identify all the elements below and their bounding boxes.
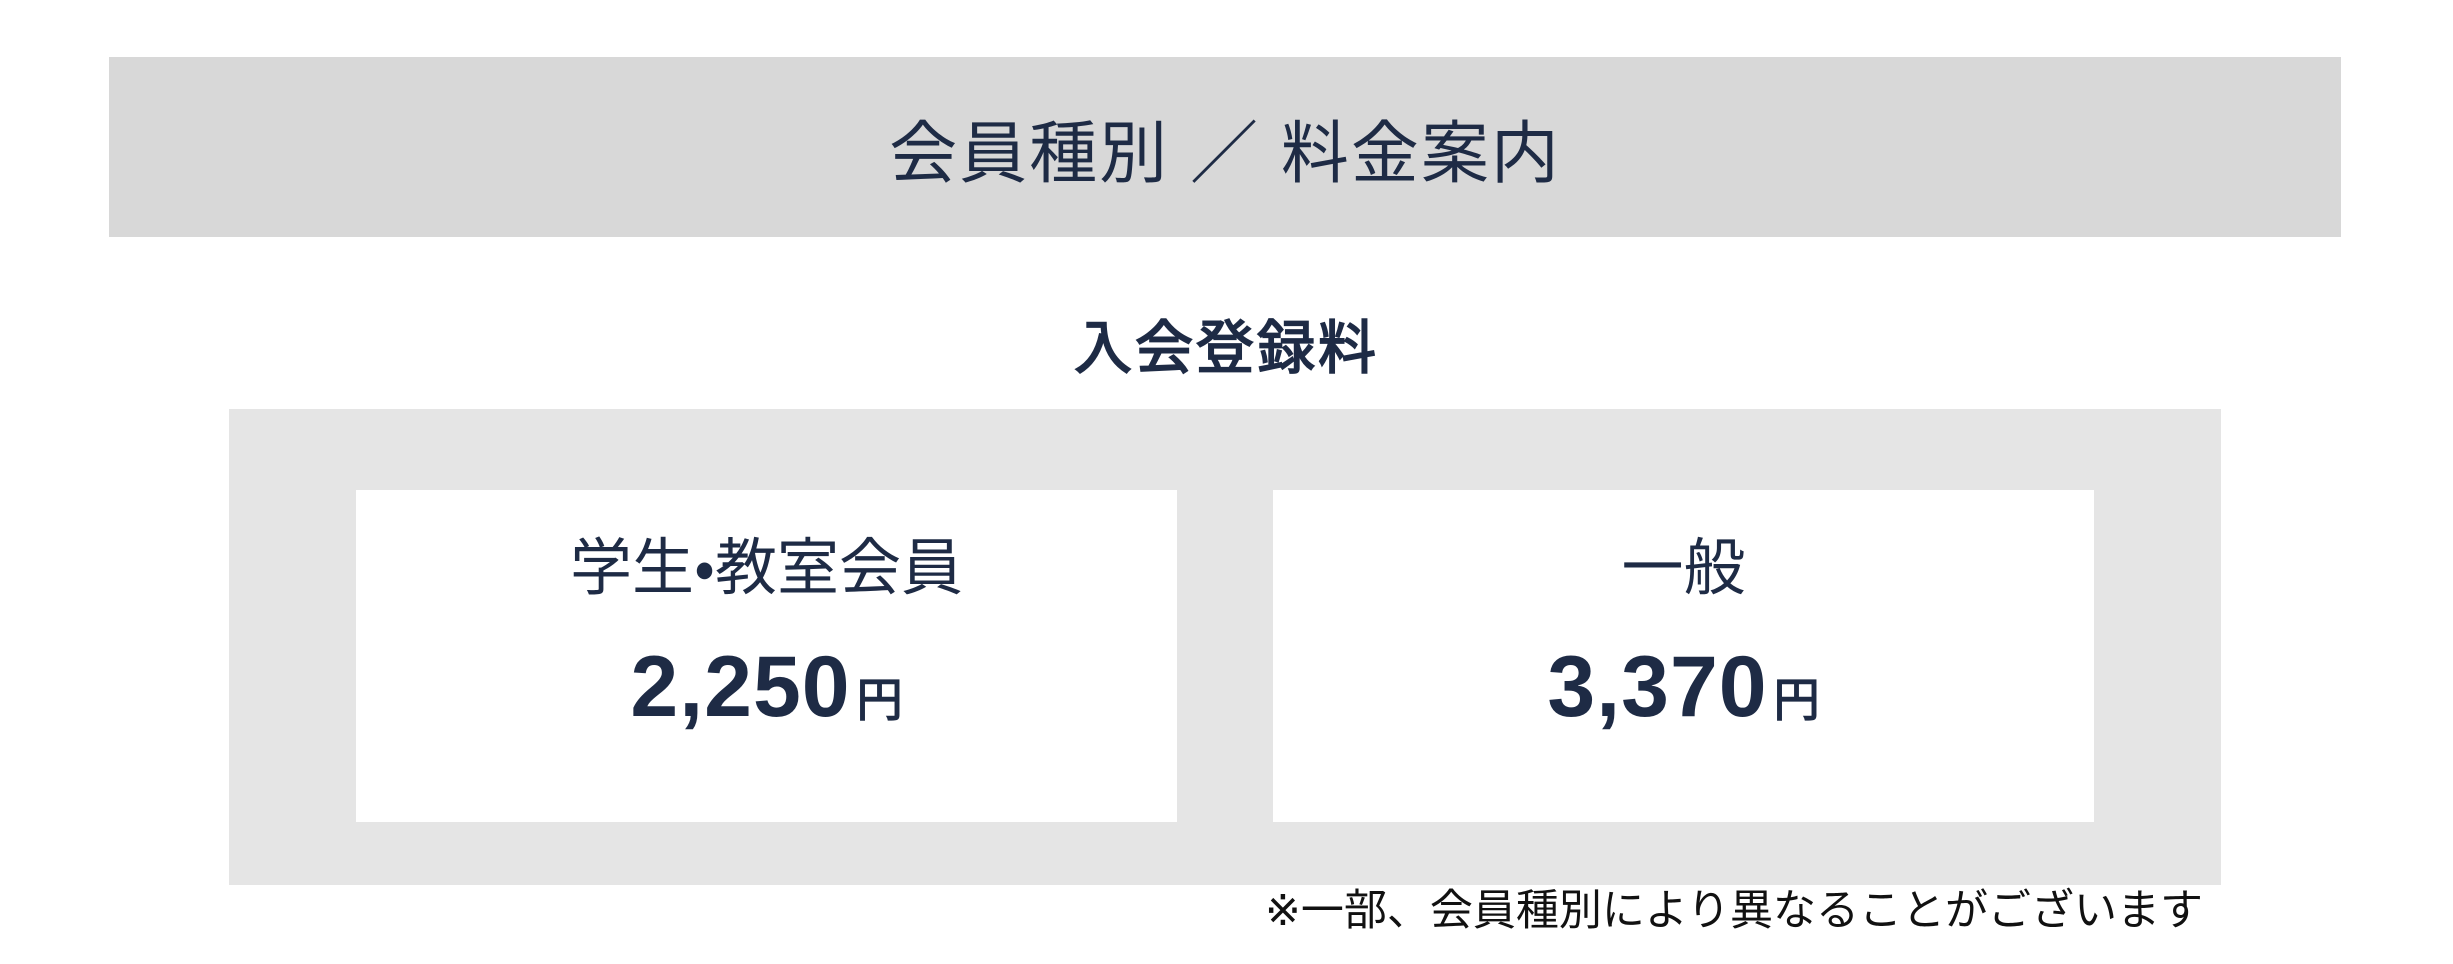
pricing-card-student: 学生・教室会員 2,250 円 bbox=[356, 490, 1177, 822]
price-value: 3,370 bbox=[1547, 639, 1768, 735]
pricing-card-general: 一般 3,370 円 bbox=[1273, 490, 2094, 822]
price-row: 2,250 円 bbox=[630, 644, 902, 730]
price-currency: 円 bbox=[1773, 674, 1820, 726]
price-row: 3,370 円 bbox=[1547, 644, 1819, 730]
page-header-banner: 会員種別 ／ 料金案内 bbox=[109, 57, 2341, 237]
membership-type-label: 学生・教室会員 bbox=[569, 534, 964, 603]
pricing-panel: 学生・教室会員 2,250 円 一般 3,370 円 bbox=[229, 409, 2221, 885]
membership-type-label: 一般 bbox=[1621, 534, 1746, 603]
price-currency: 円 bbox=[856, 674, 903, 726]
footnote: ※一部、会員種別により異なることがございます bbox=[1264, 887, 2203, 935]
section-title-registration-fee: 入会登録料 bbox=[1073, 316, 1379, 381]
price-value: 2,250 bbox=[630, 639, 851, 735]
page-title: 会員種別 ／ 料金案内 bbox=[889, 115, 1561, 192]
